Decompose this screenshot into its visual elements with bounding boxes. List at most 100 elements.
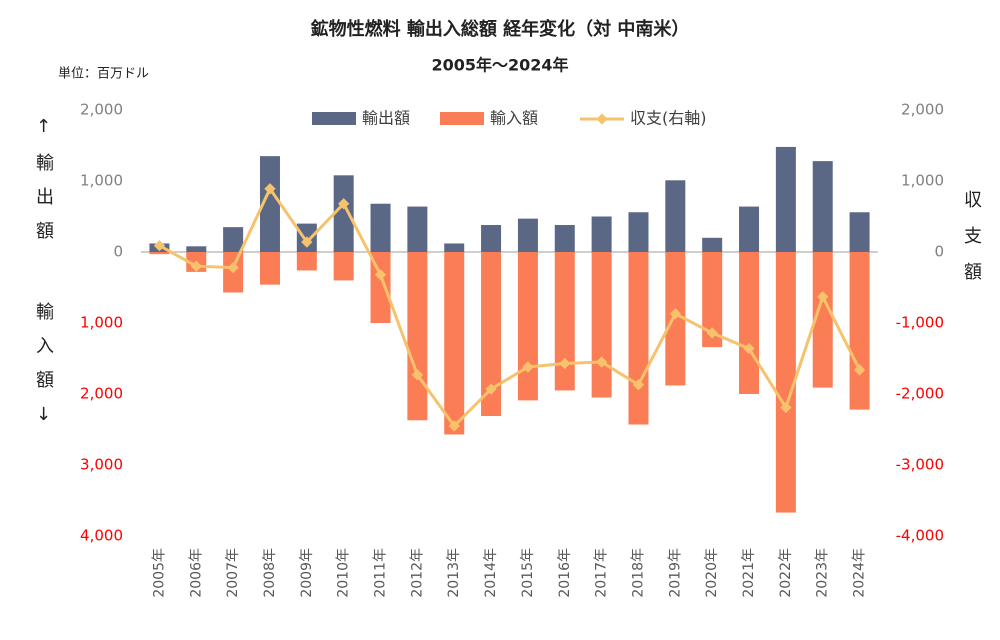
bar	[739, 206, 760, 252]
marker	[669, 308, 681, 320]
y2-tick-label: -2,000	[896, 385, 944, 403]
bar	[481, 225, 502, 252]
bar	[849, 212, 870, 252]
bar	[775, 146, 796, 252]
x-tick-label: 2017年	[594, 548, 610, 598]
x-tick-label: 2015年	[520, 548, 536, 598]
bar	[812, 252, 833, 388]
bar	[702, 237, 723, 252]
bar	[407, 252, 428, 421]
legend-label: 輸入額	[490, 109, 538, 128]
marker	[743, 342, 755, 355]
x-tick-label: 2018年	[630, 548, 646, 598]
bar	[296, 252, 317, 271]
bar	[259, 252, 280, 285]
bar	[370, 252, 391, 323]
legend-label: 輸出額	[362, 109, 410, 128]
x-tick-label: 2009年	[299, 548, 315, 598]
x-tick-label: 2021年	[741, 548, 757, 598]
legend-swatch	[596, 113, 608, 125]
x-tick-label: 2019年	[667, 548, 683, 598]
y2-tick-label: -3,000	[896, 456, 944, 474]
chart-subtitle: 2005年～2024年	[431, 56, 568, 75]
bar	[591, 252, 612, 398]
y-axis-label: 輸入額↓	[33, 302, 54, 441]
x-tick-label: 2008年	[262, 548, 278, 598]
chart-title: 鉱物性燃料 輸出入総額 経年変化（対 中南米）	[311, 18, 690, 40]
bar	[739, 252, 760, 394]
legend-swatch	[312, 112, 356, 125]
x-tick-label: 2012年	[409, 548, 425, 598]
marker	[411, 369, 424, 381]
bar	[554, 225, 575, 252]
x-tick-label: 2010年	[336, 548, 352, 598]
bar	[702, 252, 723, 348]
bar	[554, 252, 575, 391]
x-tick-label: 2005年	[151, 548, 167, 598]
bar	[628, 212, 649, 252]
bar	[849, 252, 870, 410]
legend-swatch	[440, 112, 484, 125]
bar	[333, 175, 354, 252]
y-tick-label: 0	[113, 243, 123, 261]
marker	[853, 364, 866, 376]
marker	[190, 260, 202, 272]
y-tick-label: 2,000	[80, 385, 123, 403]
marker	[780, 401, 792, 414]
y2-tick-label: 2,000	[901, 101, 944, 119]
marker	[338, 198, 350, 210]
bar	[481, 252, 502, 417]
bar	[517, 218, 538, 252]
marker	[817, 291, 829, 303]
bar	[517, 252, 538, 401]
marker	[522, 361, 534, 373]
y2-tick-label: -4,000	[896, 527, 944, 545]
x-tick-label: 2023年	[815, 548, 831, 598]
y2-axis-label: 収支額	[961, 190, 982, 298]
y-tick-label: 3,000	[80, 456, 123, 474]
bar	[775, 252, 796, 513]
marker	[485, 383, 497, 395]
bar	[223, 227, 244, 252]
bar	[812, 161, 833, 252]
y2-tick-label: 1,000	[901, 172, 944, 190]
x-tick-label: 2016年	[557, 548, 573, 598]
x-tick-label: 2024年	[852, 548, 868, 598]
bar	[628, 252, 649, 425]
marker	[706, 327, 718, 339]
x-tick-label: 2007年	[225, 548, 241, 598]
x-tick-label: 2013年	[446, 548, 462, 598]
bar	[259, 156, 280, 252]
bar	[444, 252, 465, 435]
bar	[333, 252, 354, 281]
y-tick-label: 1,000	[80, 314, 123, 332]
bar	[591, 216, 612, 252]
bar	[186, 246, 207, 252]
marker	[448, 420, 460, 432]
x-tick-label: 2006年	[188, 548, 204, 598]
y2-tick-label: -1,000	[896, 314, 944, 332]
y-axis-label: ↑輸出額	[33, 116, 54, 255]
marker	[153, 239, 166, 252]
bar	[149, 252, 170, 255]
bar	[665, 180, 686, 252]
marker	[632, 379, 645, 391]
legend-label: 収支(右軸)	[630, 109, 707, 128]
unit-label: 単位：百万ドル	[58, 66, 149, 82]
marker	[374, 269, 387, 281]
marker	[559, 357, 571, 370]
x-tick-label: 2022年	[778, 548, 794, 598]
x-tick-label: 2011年	[373, 548, 389, 598]
y-tick-label: 1,000	[80, 172, 123, 190]
marker	[264, 183, 276, 195]
y-tick-label: 2,000	[80, 101, 123, 119]
x-tick-label: 2020年	[704, 548, 720, 598]
marker	[227, 261, 239, 274]
y2-tick-label: 0	[934, 243, 944, 261]
line	[158, 185, 861, 429]
x-tick-label: 2014年	[483, 548, 499, 598]
marker	[301, 236, 313, 248]
y-tick-label: 4,000	[80, 527, 123, 545]
